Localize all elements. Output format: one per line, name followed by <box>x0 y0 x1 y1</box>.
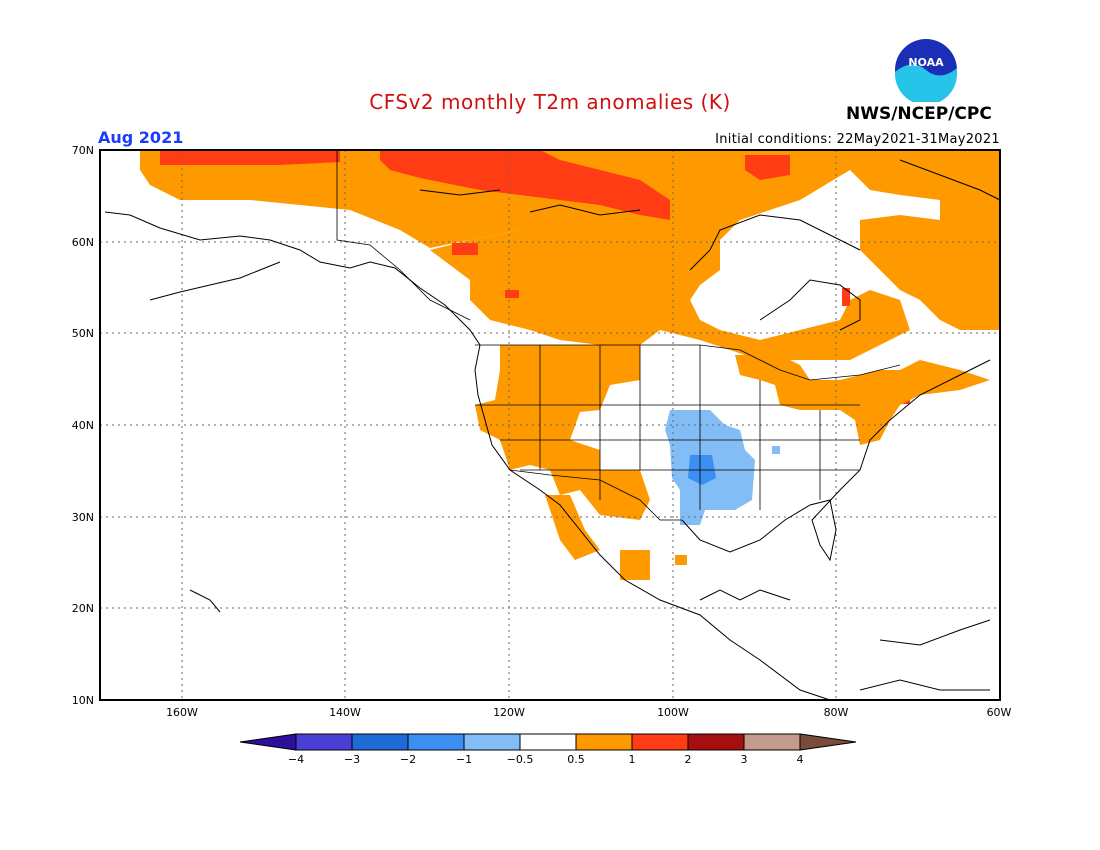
anomaly-region-arctic-red-1 <box>160 150 340 165</box>
lat-label: 40N <box>72 419 94 432</box>
colorbar-tick-label: 0.5 <box>567 753 585 766</box>
colorbar-swatch <box>519 733 577 751</box>
colorbar-tick-label: 1 <box>629 753 636 766</box>
colorbar-swatch <box>743 733 801 751</box>
anomaly-region-western-us <box>475 345 650 520</box>
colorbar-tick-label: −1 <box>456 753 472 766</box>
anomaly-region-arctic-red-2 <box>380 150 670 220</box>
anomaly-shading <box>140 150 1000 580</box>
anomaly-region-labrador <box>850 150 1000 330</box>
longitude-labels: 160W 140W 120W 100W 80W 60W <box>166 706 1011 719</box>
lat-label: 50N <box>72 327 94 340</box>
lon-label: 140W <box>329 706 361 719</box>
map-frame <box>99 149 1001 701</box>
anomaly-region-blue-spot <box>772 446 780 454</box>
latitude-labels: 70N 60N 50N 40N 30N 20N 10N <box>72 144 94 707</box>
anomaly-region-canada <box>430 150 910 360</box>
borders <box>336 150 901 521</box>
lat-label: 70N <box>72 144 94 157</box>
lon-label: 160W <box>166 706 198 719</box>
colorbar-arrow-low <box>239 733 297 751</box>
anomaly-region-red-bc <box>452 243 478 255</box>
colorbar-tick-label: −3 <box>344 753 360 766</box>
colorbar: −4 −3 −2 −1 −0.5 0.5 1 2 3 4 <box>239 733 857 766</box>
lat-label: 60N <box>72 236 94 249</box>
colorbar-tick-label: −4 <box>288 753 304 766</box>
colorbar-arrow-high <box>799 733 857 751</box>
lat-label: 20N <box>72 602 94 615</box>
colorbar-tick-label: 4 <box>797 753 804 766</box>
anomaly-region-mexico <box>620 550 650 580</box>
colorbar-swatch <box>575 733 633 751</box>
initial-conditions-label: Initial conditions: 22May2021-31May2021 <box>715 132 1000 147</box>
anomaly-region-red-bc2 <box>505 290 519 298</box>
lon-label: 60W <box>987 706 1012 719</box>
colorbar-tick-label: 3 <box>741 753 748 766</box>
anomaly-region-baja <box>545 495 600 560</box>
lon-label: 80W <box>824 706 849 719</box>
colorbar-swatch <box>295 733 353 751</box>
graticule <box>100 150 1000 700</box>
colorbar-swatch <box>631 733 689 751</box>
noaa-logo-text: NOAA <box>908 56 944 69</box>
anomaly-region-great-lakes <box>735 355 990 445</box>
coastlines <box>104 159 1001 701</box>
agency-label: NWS/NCEP/CPC <box>846 104 992 124</box>
lon-label: 100W <box>657 706 689 719</box>
lon-label: 120W <box>493 706 525 719</box>
lat-label: 10N <box>72 694 94 707</box>
colorbar-swatch <box>407 733 465 751</box>
valid-month-label: Aug 2021 <box>98 128 184 147</box>
colorbar-tick-label: −2 <box>400 753 416 766</box>
colorbar-swatch <box>687 733 745 751</box>
title: CFSv2 monthly T2m anomalies (K) <box>369 90 731 114</box>
colorbar-swatch <box>463 733 521 751</box>
noaa-logo: NOAA <box>895 39 957 102</box>
colorbar-tick-label: −0.5 <box>507 753 534 766</box>
lat-label: 30N <box>72 511 94 524</box>
anomaly-region-red-quebec <box>842 288 850 306</box>
colorbar-swatch <box>351 733 409 751</box>
anomaly-region-mexico-2 <box>675 555 687 565</box>
colorbar-tick-label: 2 <box>685 753 692 766</box>
anomaly-region-arctic-red-3 <box>745 155 790 180</box>
